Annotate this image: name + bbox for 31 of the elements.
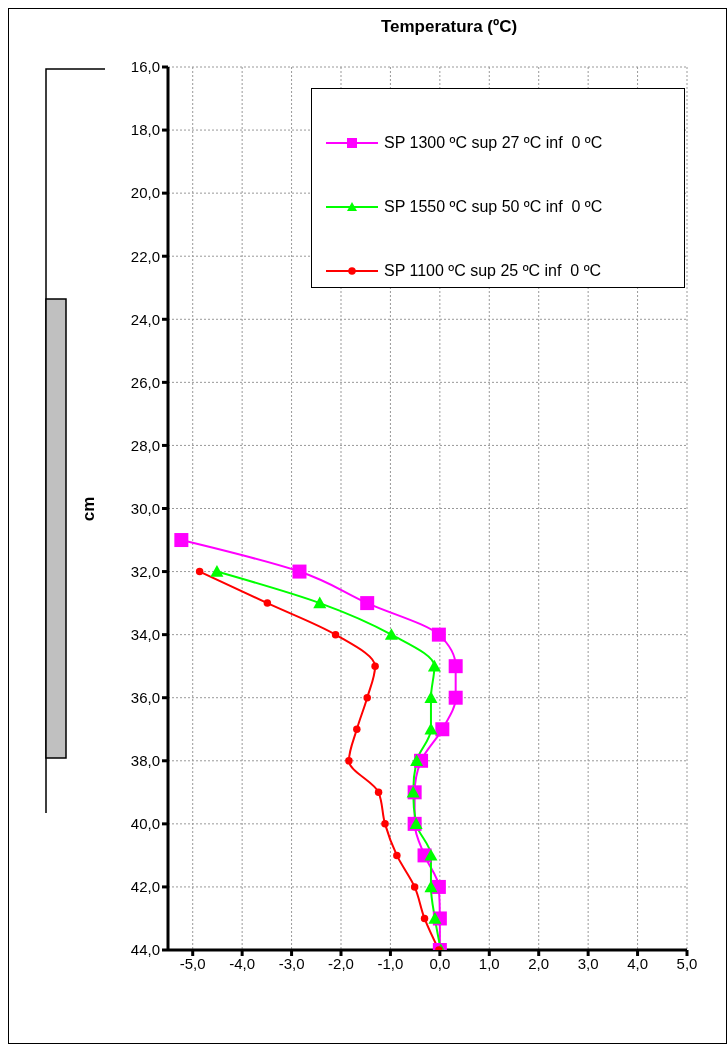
x-tick-label: -5,0 [179, 954, 206, 972]
x-tick-label: -4,0 [229, 954, 256, 972]
y-tick-label: 16,0 [130, 58, 160, 76]
y-tick-label: 30,0 [130, 499, 160, 517]
x-tick-label: -3,0 [278, 954, 305, 972]
y-tick-label: 38,0 [130, 752, 160, 770]
x-tick-label: 3,0 [577, 954, 599, 972]
x-tick-label: 2,0 [528, 954, 550, 972]
x-tick-label: 0,0 [429, 954, 451, 972]
chart-title: Temperatura (ºC) [379, 17, 519, 37]
x-tick-label: -1,0 [377, 954, 404, 972]
legend-label: SP 1550 ºC sup 50 ºC inf 0 ºC [384, 198, 603, 216]
y-tick-label: 26,0 [130, 373, 160, 391]
y-tick-label: 40,0 [130, 815, 160, 833]
y-tick-label: 42,0 [130, 878, 160, 896]
legend-label: SP 1300 ºC sup 27 ºC inf 0 ºC [384, 134, 603, 152]
x-tick-label: -2,0 [328, 954, 354, 972]
y-tick-label: 32,0 [130, 562, 160, 580]
y-tick-label: 44,0 [130, 941, 160, 959]
x-tick-label: 5,0 [676, 954, 698, 972]
y-tick-label: 22,0 [130, 247, 160, 265]
y-tick-label: 28,0 [130, 436, 160, 454]
y-tick-label: 34,0 [130, 625, 160, 643]
legend-label: SP 1100 ºC sup 25 ºC inf 0 ºC [384, 262, 602, 280]
y-tick-label: 36,0 [130, 689, 160, 707]
y-tick-label: 20,0 [130, 184, 160, 202]
x-tick-label: 1,0 [478, 954, 500, 972]
y-tick-label: 18,0 [130, 121, 160, 139]
y-axis-title: cm [79, 496, 100, 522]
y-tick-label: 24,0 [130, 310, 160, 328]
x-tick-label: 4,0 [627, 954, 648, 972]
